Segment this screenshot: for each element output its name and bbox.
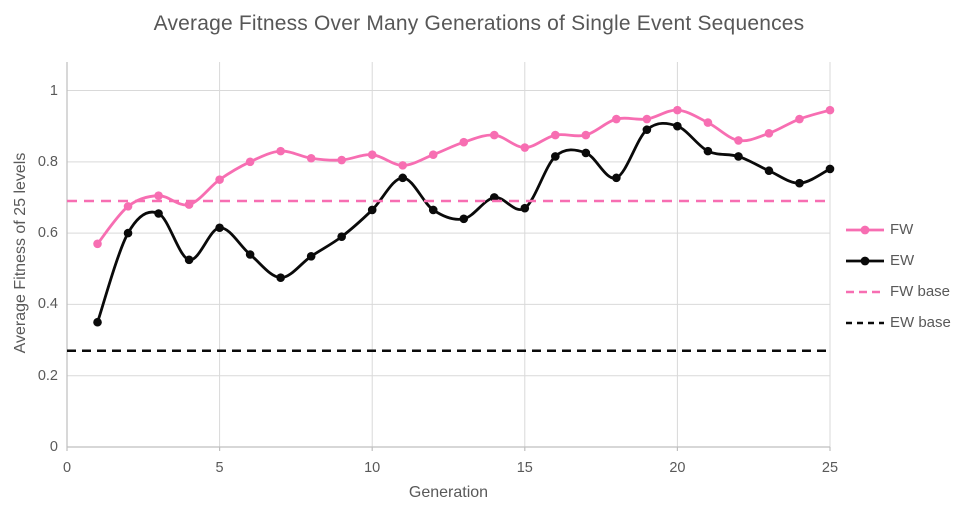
series-fw-marker [215, 175, 224, 184]
y-tick-label: 1 [49, 82, 58, 99]
series-ew-marker [367, 205, 377, 215]
series-fw-marker [795, 114, 804, 124]
fw-line-marker-icon [846, 225, 884, 234]
series-fw-marker [276, 146, 285, 156]
series-fw-marker [581, 130, 591, 140]
series-fw-marker [642, 114, 652, 124]
series-fw-marker [184, 200, 194, 209]
y-axis-title: Average Fitness of 25 levels [12, 152, 29, 354]
series-fw-marker [734, 136, 743, 145]
y-tick-label: 0.8 [37, 153, 58, 170]
series-ew-marker [581, 148, 591, 158]
series-ew-marker [154, 209, 163, 218]
series-ew-marker [337, 232, 346, 241]
series-fw-marker [154, 191, 163, 200]
series-ew-marker [123, 228, 133, 238]
y-tick-label: 0 [49, 439, 58, 455]
series-ew-marker [703, 146, 713, 156]
legend-label-fw-base: FW base [890, 283, 951, 300]
series-fw-marker [673, 105, 682, 115]
legend-label-ew-base: EW base [890, 314, 951, 331]
series-ew-marker [276, 273, 285, 282]
x-axis-title: Generation [408, 484, 489, 501]
x-tick-label: 10 [364, 460, 381, 476]
legend-item-ew-base: EW base [845, 312, 951, 333]
series-ew-marker [520, 203, 530, 213]
series-fw-marker [306, 153, 316, 163]
series-ew-marker [642, 125, 652, 135]
series-fw-line [96, 108, 832, 246]
series-fw-marker [123, 202, 133, 211]
series-fw-marker [459, 137, 469, 147]
fw-base-dash-icon [846, 290, 884, 293]
series-ew-marker [612, 173, 621, 183]
legend-item-fw: FW [845, 219, 951, 240]
series-ew-marker [551, 152, 560, 161]
x-tick-label: 15 [516, 460, 533, 476]
series-fw-marker [245, 157, 255, 167]
series-ew-marker [93, 317, 102, 327]
series-fw-marker [551, 130, 560, 140]
series-fw-marker [398, 161, 408, 170]
legend-item-ew: EW [845, 250, 951, 271]
y-tick-label: 0.6 [37, 225, 58, 242]
series-fw-marker [93, 239, 102, 249]
series-ew-marker [764, 166, 774, 176]
series-fw-marker [612, 114, 621, 124]
x-tick-label: 20 [669, 460, 686, 476]
series-ew-marker [795, 178, 804, 188]
chart-title: Average Fitness Over Many Generations of… [153, 12, 805, 35]
series-fw-marker [703, 118, 713, 127]
series-ew-marker [215, 223, 224, 233]
series-fw-marker [428, 150, 438, 159]
legend-item-fw-base: FW base [845, 281, 951, 302]
x-tick-label: 5 [215, 460, 224, 476]
series-fw-marker [825, 105, 835, 115]
series-fw-marker [367, 150, 377, 159]
series-ew-marker [825, 164, 835, 174]
series-ew-marker [398, 173, 408, 183]
series-fw-marker [764, 129, 774, 138]
x-tick-label: 0 [62, 460, 72, 476]
ew-line-marker-icon [846, 256, 884, 265]
legend: FW EW FW base EW base [845, 219, 951, 333]
series-ew-marker [306, 251, 316, 261]
series-ew-marker [459, 214, 469, 224]
y-tick-label: 0.4 [37, 296, 58, 313]
ew-base-dash-icon [846, 321, 884, 324]
series-ew-marker [245, 250, 255, 259]
series-fw-marker [489, 130, 499, 140]
series-fw-marker [520, 143, 530, 152]
series-ew-marker [673, 121, 682, 131]
legend-label-fw: FW [890, 221, 914, 238]
series-ew-marker [184, 255, 194, 265]
series-ew-marker [734, 152, 743, 161]
y-tick-label: 0.2 [37, 367, 58, 384]
x-tick-label: 25 [821, 460, 839, 476]
series-ew-marker [428, 205, 438, 215]
series-ew-marker [489, 193, 499, 202]
legend-label-ew: EW [890, 252, 915, 269]
series-fw-marker [337, 155, 346, 165]
